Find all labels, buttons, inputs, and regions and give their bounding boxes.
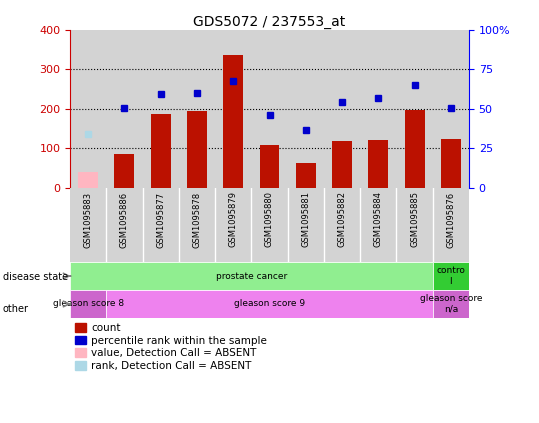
Bar — [143, 30, 179, 188]
Bar — [151, 114, 171, 188]
Bar — [187, 111, 207, 188]
Title: GDS5072 / 237553_at: GDS5072 / 237553_at — [194, 14, 345, 29]
Text: GSM1095883: GSM1095883 — [84, 192, 93, 247]
Bar — [368, 140, 388, 188]
Bar — [215, 30, 251, 188]
Bar — [405, 110, 425, 188]
Bar — [288, 30, 324, 188]
Text: contro
l: contro l — [437, 266, 465, 286]
Bar — [360, 30, 396, 188]
Bar — [332, 141, 352, 188]
Bar — [251, 30, 288, 188]
Text: GSM1095877: GSM1095877 — [156, 192, 165, 247]
Text: gleason score
n/a: gleason score n/a — [419, 294, 482, 314]
Text: gleason score 9: gleason score 9 — [234, 299, 305, 308]
Text: GSM1095878: GSM1095878 — [192, 192, 202, 247]
Text: GSM1095879: GSM1095879 — [229, 192, 238, 247]
Text: GSM1095884: GSM1095884 — [374, 192, 383, 247]
Bar — [223, 55, 243, 188]
Text: gleason score 8: gleason score 8 — [53, 299, 124, 308]
Legend: count, percentile rank within the sample, value, Detection Call = ABSENT, rank, : count, percentile rank within the sample… — [75, 323, 267, 371]
Text: disease state: disease state — [3, 272, 68, 282]
Text: GSM1095880: GSM1095880 — [265, 192, 274, 247]
Text: GSM1095882: GSM1095882 — [337, 192, 347, 247]
Text: GSM1095881: GSM1095881 — [301, 192, 310, 247]
Bar — [324, 30, 360, 188]
Bar — [396, 30, 433, 188]
Bar — [441, 140, 461, 188]
Bar — [78, 172, 98, 188]
Bar — [70, 290, 106, 318]
Bar — [106, 30, 143, 188]
Bar — [70, 30, 106, 188]
Text: prostate cancer: prostate cancer — [216, 272, 287, 280]
Bar — [433, 262, 469, 290]
Bar — [433, 290, 469, 318]
Bar — [296, 163, 316, 188]
Bar — [106, 290, 433, 318]
Text: GSM1095885: GSM1095885 — [410, 192, 419, 247]
Bar — [179, 30, 215, 188]
Text: GSM1095886: GSM1095886 — [120, 192, 129, 247]
Bar — [114, 154, 134, 188]
Text: GSM1095876: GSM1095876 — [446, 192, 455, 247]
Text: other: other — [3, 304, 29, 314]
Bar — [260, 146, 279, 188]
Bar — [433, 30, 469, 188]
